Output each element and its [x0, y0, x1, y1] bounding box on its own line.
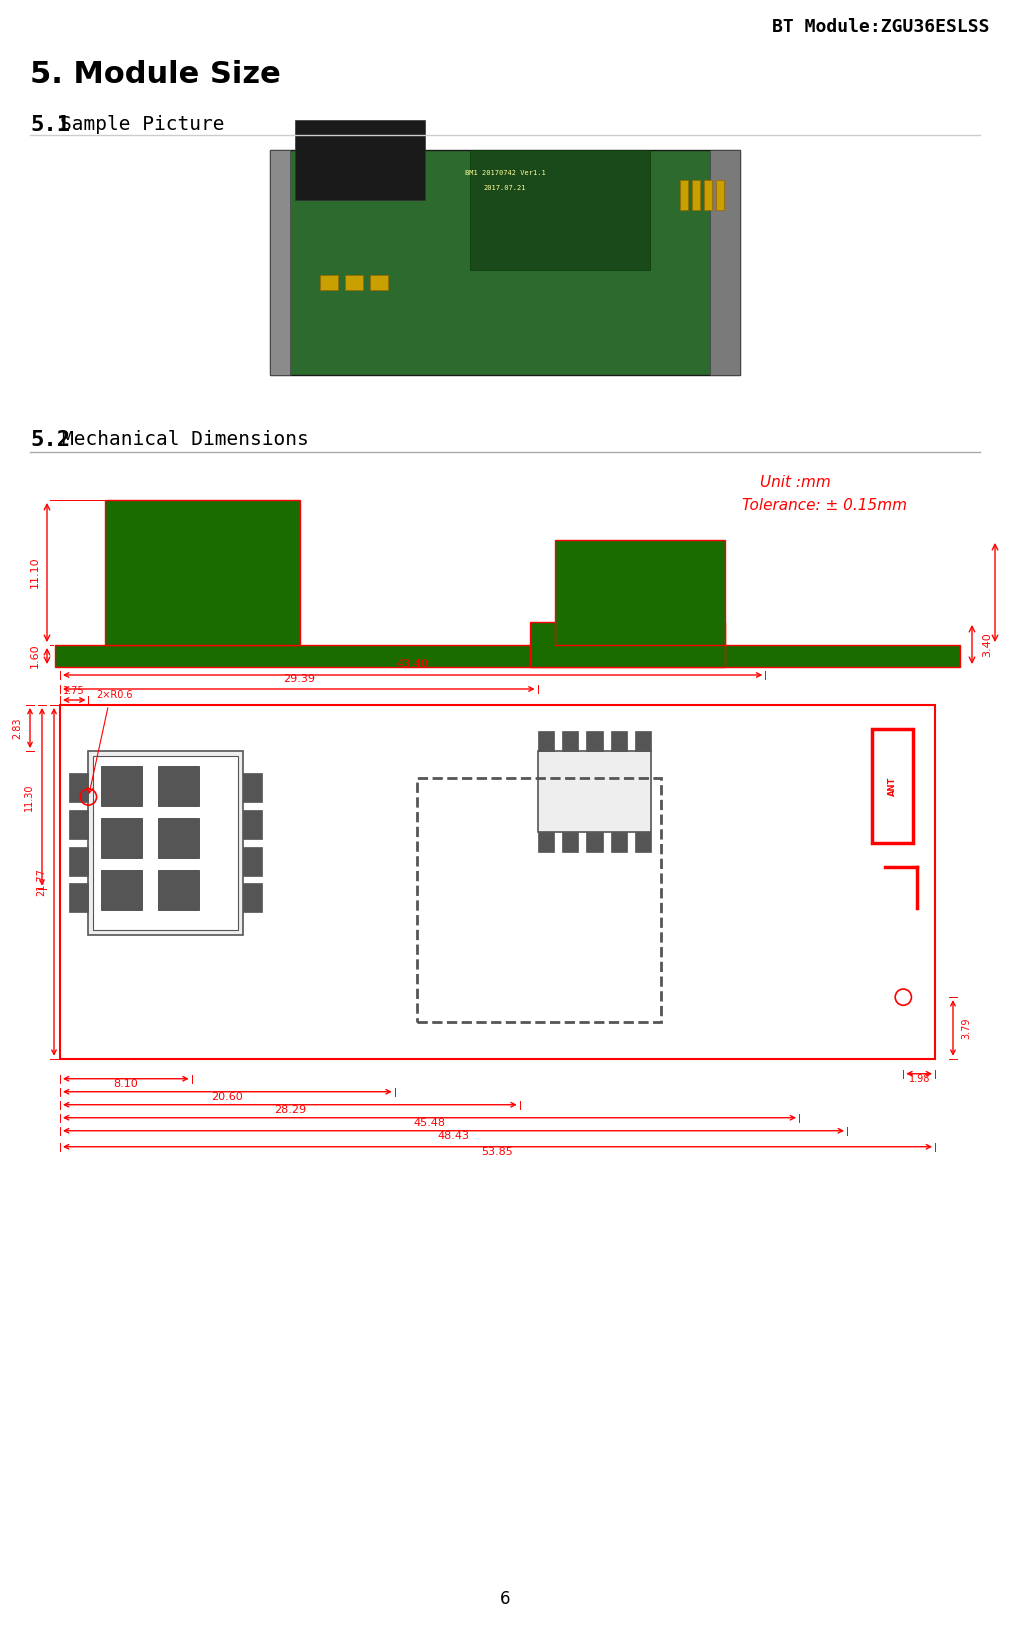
- Bar: [716, 181, 724, 210]
- Text: 21.77: 21.77: [36, 867, 46, 896]
- Bar: [537, 732, 553, 752]
- Bar: [556, 540, 725, 644]
- Bar: [710, 150, 740, 374]
- Bar: [242, 883, 263, 913]
- Text: 11.10: 11.10: [30, 556, 40, 589]
- Text: 5.2: 5.2: [30, 430, 70, 451]
- Text: BM1 20170742 Ver1.1: BM1 20170742 Ver1.1: [465, 169, 545, 176]
- Text: Sample Picture: Sample Picture: [60, 116, 224, 133]
- Text: Mechanical Dimensions: Mechanical Dimensions: [62, 430, 309, 449]
- Text: 45.48: 45.48: [413, 1118, 445, 1128]
- Bar: [417, 778, 662, 1022]
- Text: 3.40: 3.40: [982, 633, 992, 657]
- Bar: [470, 150, 650, 270]
- Bar: [242, 846, 263, 875]
- Bar: [530, 622, 725, 667]
- Text: 43.40: 43.40: [397, 659, 428, 669]
- Text: 2.83: 2.83: [12, 718, 22, 739]
- Text: 1.60: 1.60: [30, 644, 40, 669]
- Text: 3.79: 3.79: [961, 1017, 971, 1038]
- Bar: [586, 833, 603, 851]
- Bar: [873, 729, 913, 843]
- Text: 1.75: 1.75: [64, 687, 85, 696]
- Text: BT Module:ZGU36ESLSS: BT Module:ZGU36ESLSS: [773, 18, 990, 36]
- Bar: [586, 732, 603, 752]
- Text: Tolerance: ± 0.15mm: Tolerance: ± 0.15mm: [742, 498, 907, 513]
- Bar: [93, 757, 238, 929]
- Bar: [704, 181, 712, 210]
- Bar: [101, 818, 142, 857]
- Bar: [270, 150, 740, 374]
- Text: 48.43: 48.43: [437, 1131, 470, 1141]
- Bar: [69, 773, 89, 802]
- Bar: [562, 833, 578, 851]
- Bar: [242, 773, 263, 802]
- Bar: [270, 150, 290, 374]
- Bar: [69, 810, 89, 840]
- Bar: [101, 766, 142, 807]
- Bar: [886, 742, 900, 830]
- Bar: [680, 181, 688, 210]
- Text: 28.29: 28.29: [274, 1105, 306, 1114]
- Text: 2017.07.21: 2017.07.21: [484, 185, 526, 190]
- Bar: [537, 752, 651, 833]
- Text: Unit :mm: Unit :mm: [760, 475, 831, 490]
- Text: 6: 6: [500, 1590, 510, 1607]
- Bar: [295, 120, 425, 200]
- Text: 2×R0.6: 2×R0.6: [96, 690, 133, 700]
- Bar: [320, 275, 338, 290]
- Bar: [69, 846, 89, 875]
- Bar: [611, 833, 627, 851]
- Bar: [635, 732, 651, 752]
- Bar: [159, 869, 199, 909]
- Text: 1.98: 1.98: [908, 1074, 930, 1084]
- Bar: [105, 499, 300, 644]
- Bar: [370, 275, 388, 290]
- Bar: [345, 275, 363, 290]
- Bar: [159, 818, 199, 857]
- Bar: [692, 181, 700, 210]
- Text: 53.85: 53.85: [482, 1147, 513, 1157]
- Text: 11.30: 11.30: [24, 783, 34, 810]
- Text: 5. Module Size: 5. Module Size: [30, 60, 281, 89]
- Bar: [635, 833, 651, 851]
- Bar: [562, 732, 578, 752]
- Bar: [611, 732, 627, 752]
- Bar: [55, 644, 959, 667]
- Bar: [101, 869, 142, 909]
- Text: 29.39: 29.39: [283, 674, 315, 683]
- Text: 8.10: 8.10: [113, 1079, 138, 1088]
- Bar: [242, 810, 263, 840]
- Text: 5.1: 5.1: [30, 116, 70, 135]
- Text: 20.60: 20.60: [211, 1092, 243, 1101]
- Bar: [159, 766, 199, 807]
- Bar: [89, 752, 242, 934]
- Bar: [60, 704, 935, 1059]
- Bar: [69, 883, 89, 913]
- Text: ANT: ANT: [888, 776, 897, 796]
- Bar: [537, 833, 553, 851]
